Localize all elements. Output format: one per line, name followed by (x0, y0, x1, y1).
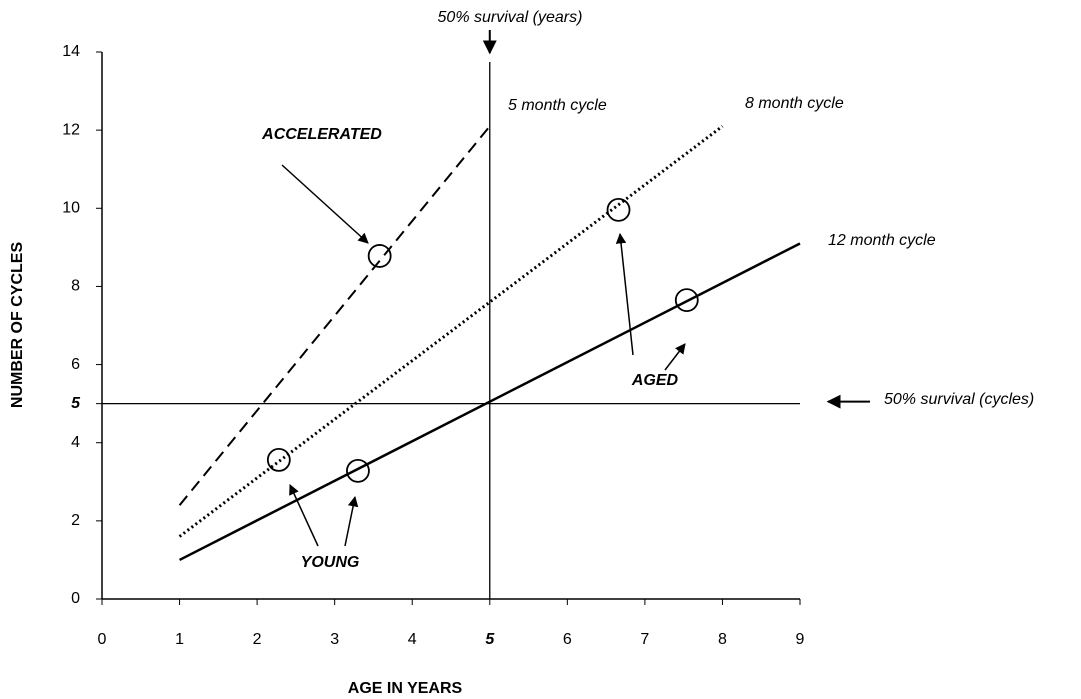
x-tick-label: 5 (485, 631, 495, 648)
y-tick-label: 5 (71, 395, 81, 412)
arrow (615, 232, 634, 356)
marker (367, 244, 392, 268)
marker (606, 197, 631, 222)
series-line (178, 125, 491, 506)
reference-label: 50% survival (cycles) (884, 391, 1034, 408)
annotation: YOUNG (301, 554, 360, 571)
y-tick-label: 14 (62, 43, 80, 60)
marker (346, 458, 370, 483)
y-tick-label: 4 (71, 434, 80, 451)
x-axis-title: AGE IN YEARS (348, 680, 463, 697)
y-tick-label: 12 (62, 121, 80, 138)
reference-label: 50% survival (years) (438, 9, 583, 26)
y-tick-label: 6 (71, 356, 80, 373)
arrow (281, 164, 369, 244)
y-tick-label: 8 (71, 278, 80, 295)
series-line (178, 125, 724, 538)
annotation: ACCELERATED (261, 126, 382, 143)
x-tick-label: 3 (330, 631, 339, 648)
arrow (344, 495, 359, 547)
arrow (664, 343, 686, 371)
x-tick-label: 8 (718, 631, 727, 648)
series-label: 5 month cycle (508, 97, 607, 114)
x-tick-label: 6 (563, 631, 572, 648)
annotation: AGED (631, 372, 679, 389)
y-axis-title: NUMBER OF CYCLES (9, 242, 26, 409)
x-tick-label: 9 (796, 631, 805, 648)
y-tick-label: 2 (71, 512, 80, 529)
y-tick-label: 10 (62, 200, 80, 217)
arrow (289, 484, 319, 547)
x-tick-label: 7 (640, 631, 649, 648)
x-tick-label: 2 (253, 631, 262, 648)
marker (674, 288, 699, 313)
x-tick-label: 1 (175, 631, 184, 648)
x-tick-label: 4 (408, 631, 417, 648)
series-label: 8 month cycle (745, 95, 844, 112)
y-tick-label: 0 (71, 590, 80, 607)
marker (266, 448, 291, 472)
x-tick-label: 0 (98, 631, 107, 648)
series-label: 12 month cycle (828, 232, 936, 249)
